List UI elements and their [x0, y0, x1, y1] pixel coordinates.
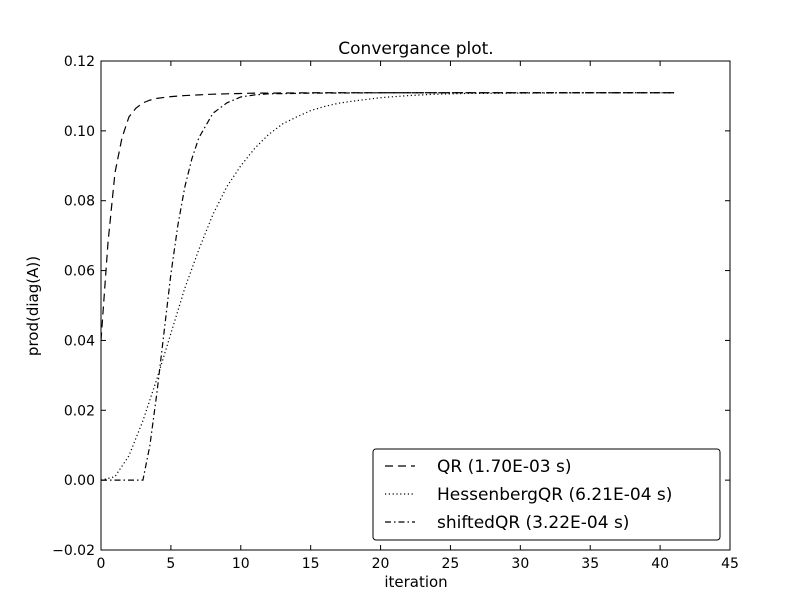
y-tick-label-2: 0.02 [64, 403, 95, 419]
legend-label-1: HessenbergQR (6.21E-04 s) [437, 485, 672, 505]
x-tick-label-6: 30 [511, 556, 529, 572]
y-tick-label-7: 0.12 [64, 54, 95, 70]
x-tick-label-0: 0 [97, 556, 106, 572]
chart-title: Convergance plot. [338, 39, 493, 59]
x-tick-label-7: 35 [581, 556, 599, 572]
x-tick-label-3: 15 [302, 556, 320, 572]
x-tick-label-4: 20 [372, 556, 390, 572]
legend-label-2: shiftedQR (3.22E-04 s) [437, 513, 629, 533]
x-tick-label-9: 45 [721, 556, 739, 572]
x-tick-label-1: 5 [166, 556, 175, 572]
y-tick-label-4: 0.06 [64, 264, 95, 280]
axes-frame [100, 60, 731, 551]
y-tick-label-0: −0.02 [52, 543, 95, 559]
legend-label-0: QR (1.70E-03 s) [437, 457, 571, 477]
series-line-2 [101, 92, 675, 481]
x-axis-label: iteration [384, 573, 447, 591]
y-tick-label-5: 0.08 [64, 194, 95, 210]
y-axis-label: prod(diag(A)) [24, 256, 42, 356]
plot-area: 0 5 10 15 20 25 30 35 40 45 −0.02 0.00 0.02 0.04 0.06 0… [52, 54, 739, 572]
series-line-1 [101, 92, 675, 481]
y-tick-label-6: 0.10 [64, 124, 95, 140]
x-tick-label-5: 25 [442, 556, 460, 572]
series-group [101, 92, 675, 481]
y-tick-label-3: 0.04 [64, 333, 95, 349]
x-tick-label-8: 40 [651, 556, 669, 572]
x-tick-label-2: 10 [232, 556, 250, 572]
legend-box [372, 448, 721, 541]
legend: QR (1.70E-03 s) HessenbergQR (6.21E-04 s)… [372, 448, 721, 541]
y-tick-label-1: 0.00 [64, 473, 95, 489]
